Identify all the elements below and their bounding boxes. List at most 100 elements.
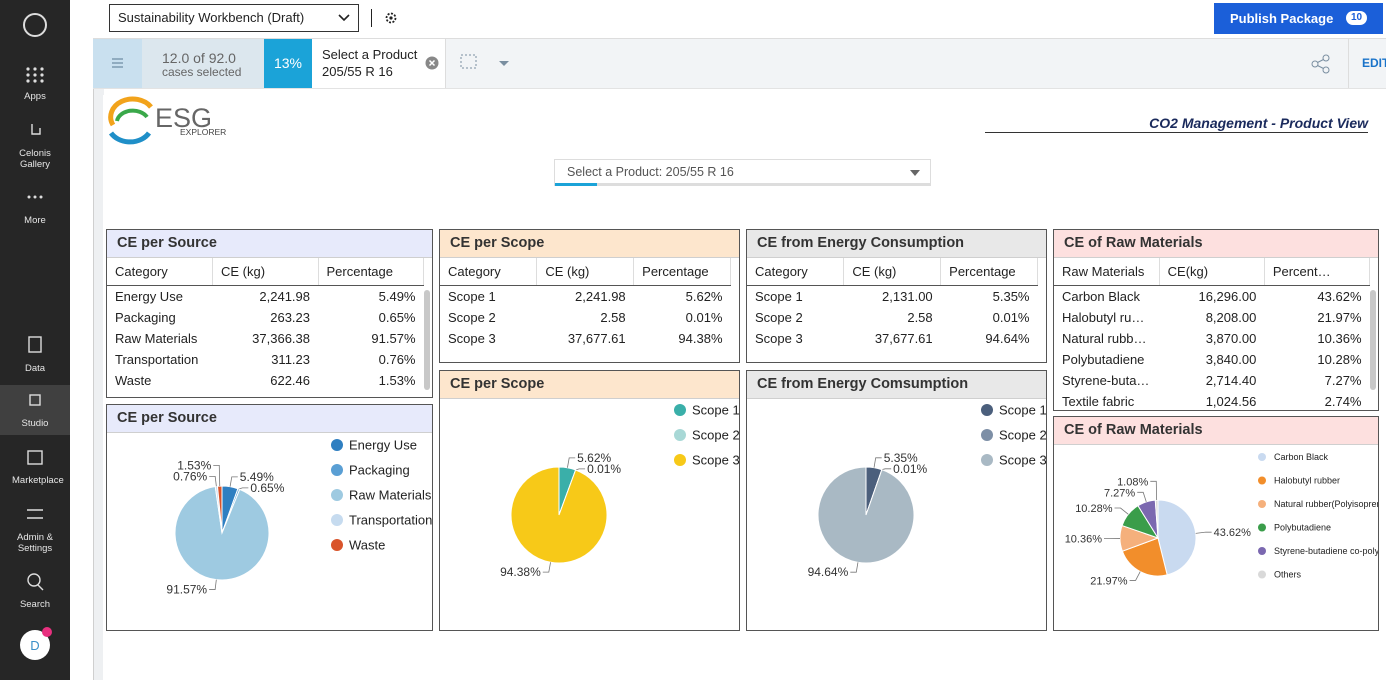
column-header: CE (kg) (536, 258, 635, 286)
product-dropdown[interactable]: Select a Product: 205/55 R 16 (554, 159, 931, 186)
dropdown-label: Select a Product: 205/55 R 16 (567, 165, 734, 179)
chevron (338, 14, 350, 22)
table-cell: Energy Use (115, 289, 183, 304)
pie-chart: 5.49%0.65% 91.57% 0.76%1.53% Energy Use Pack… (166, 438, 432, 597)
legend-label[interactable]: Natural rubber(Polyisoprene) (1274, 499, 1379, 509)
sidebar-item[interactable]: Marketplace (12, 475, 64, 486)
table-cell: 10.28% (1317, 352, 1362, 367)
table-cell: 2,241.98 (575, 289, 626, 304)
filter-value: 205/55 R 16 (322, 64, 393, 79)
clear-filter[interactable] (425, 56, 439, 70)
column-header: Percentage (633, 258, 731, 286)
table-cell: Styrene-buta… (1062, 373, 1150, 388)
legend-marker (981, 404, 993, 416)
legend-label[interactable]: Scope 3 (999, 453, 1047, 468)
header-row: Raw Materials CE(kg) Percent… (1054, 258, 1371, 286)
sidebar-item[interactable]: Data (24, 363, 46, 374)
legend-label[interactable]: Transportation (349, 513, 432, 528)
legend-label[interactable]: Scope 1 (999, 403, 1047, 418)
sidebar: D Apps Celonis Gallery More Data Studio Marke… (0, 0, 70, 680)
column-header: Category (440, 258, 538, 286)
table-cell: 2,241.98 (259, 289, 310, 304)
table-cell: Scope 1 (448, 289, 496, 304)
pie-chart: 43.62% 21.97% 10.36% 10.28% 7.27%1.08% Carbon… (1065, 452, 1379, 587)
data-label: 94.38% (500, 565, 541, 579)
table-row: Transportation 311.23 0.76% (107, 349, 424, 370)
legend-label[interactable]: Scope 2 (999, 428, 1047, 443)
legend-marker (981, 429, 993, 441)
data-label: 0.01% (893, 462, 927, 476)
chart-panel: CE from Energy Comsumption 5.35% 0.01% 94.6… (746, 370, 1047, 631)
legend-label[interactable]: Polybutadiene (1274, 523, 1331, 533)
legend-marker (1258, 453, 1266, 461)
chart-panel: CE per Source 5.49% 0.65% 91.57% 0.76% 1.53% E… (106, 404, 433, 631)
filter-chip[interactable]: Select a Product 205/55 R 16 (312, 39, 446, 88)
pie-slice (510, 466, 608, 564)
column-header: Percent… (1264, 258, 1371, 286)
legend-label[interactable]: Raw Materials (349, 488, 432, 503)
leader-line (881, 468, 892, 471)
leader-line (209, 579, 217, 590)
legend-marker (674, 404, 686, 416)
leader-line (1114, 507, 1129, 515)
table-row: Raw Materials 37,366.38 91.57% (107, 328, 424, 349)
legend-label[interactable]: Scope 3 (692, 453, 740, 468)
sidebar-item[interactable]: Apps (24, 91, 46, 102)
column-header: Raw Materials (1054, 258, 1160, 286)
data-label: 1.08% (1117, 476, 1148, 488)
logo-subtext: EXPLORER (180, 127, 226, 137)
cases-caption: cases selected (162, 65, 242, 79)
chart-title: CE from Energy Comsumption (747, 371, 1046, 399)
pie-slice (174, 485, 270, 581)
table-cell: 37,677.61 (567, 331, 626, 346)
column-header: Percentage (940, 258, 1038, 286)
leader-line (542, 562, 551, 573)
table-cell: 2,714.40 (1205, 373, 1257, 388)
table-panel: CE from Energy Consumption Category CE (kg… (746, 229, 1047, 363)
legend-label[interactable]: Styrene-butadiene co-polymer (1274, 546, 1379, 556)
legend-marker (331, 489, 343, 501)
pie-chart: 5.35%0.01% 94.64% Scope 1 Scope 2 Scope 3 (808, 403, 1047, 580)
legend-label[interactable]: Energy Use (349, 438, 417, 453)
sidebar-item[interactable]: Admin & Settings (17, 532, 53, 554)
legend-label[interactable]: Halobutyl rubber (1274, 476, 1340, 486)
table-cell: 7.27% (1324, 373, 1362, 388)
legend-label[interactable]: Scope 2 (692, 428, 740, 443)
header-row: Category CE (kg) Percentage (747, 258, 1038, 286)
table-row: Scope 3 37,677.61 94.64% (747, 328, 1038, 349)
sidebar-item[interactable]: Studio (21, 418, 49, 429)
data-label: 5.49% (240, 470, 274, 484)
settings-icon[interactable] (384, 11, 398, 25)
sidebar-item[interactable]: Search (19, 599, 51, 610)
legend-label[interactable]: Waste (349, 538, 385, 553)
table-row: Energy Use 2,241.98 5.49% (107, 286, 424, 308)
table-cell: Natural rubbe… (1062, 331, 1154, 346)
legend-marker (1258, 570, 1266, 579)
filter-bar: 12.0 of 92.0 cases selected 13% Select a… (93, 39, 1386, 89)
table-cell: 2,131.00 (882, 289, 933, 304)
legend-label[interactable]: Others (1274, 570, 1302, 580)
data-label: 5.62% (577, 451, 611, 465)
scrollbar (424, 290, 430, 390)
leader-line (238, 487, 249, 490)
header-row: Category CE (kg) Percentage (107, 258, 424, 286)
legend-label[interactable]: Carbon Black (1274, 452, 1329, 462)
sidebar-item[interactable]: Celonis Gallery (19, 148, 51, 170)
selection-tool[interactable] (459, 53, 509, 73)
avatar[interactable]: D (30, 638, 40, 653)
table-cell: 5.35% (992, 289, 1030, 304)
sidebar-item[interactable]: More (24, 215, 46, 226)
table-row: Polybutadiene 3,840.00 10.28% (1054, 349, 1370, 370)
edit-button[interactable]: EDIT (1348, 39, 1386, 88)
publish-button[interactable]: Publish Package 10 (1214, 3, 1383, 34)
table-row: Carbon Black 16,296.00 43.62% (1054, 286, 1370, 308)
legend-label[interactable]: Scope 1 (692, 403, 740, 418)
table-cell: 1.53% (378, 373, 416, 388)
menu-button[interactable] (93, 39, 142, 88)
share-icon[interactable] (1311, 54, 1331, 74)
chart-panel: CE per Scope 5.62% 0.01% 94.38% Scope 1 Scope… (439, 370, 740, 631)
workbench-select[interactable]: Sustainability Workbench (Draft) (109, 4, 359, 32)
table-cell: 0.76% (378, 352, 416, 367)
column-header: Category (107, 258, 213, 286)
legend-label[interactable]: Packaging (349, 463, 410, 478)
